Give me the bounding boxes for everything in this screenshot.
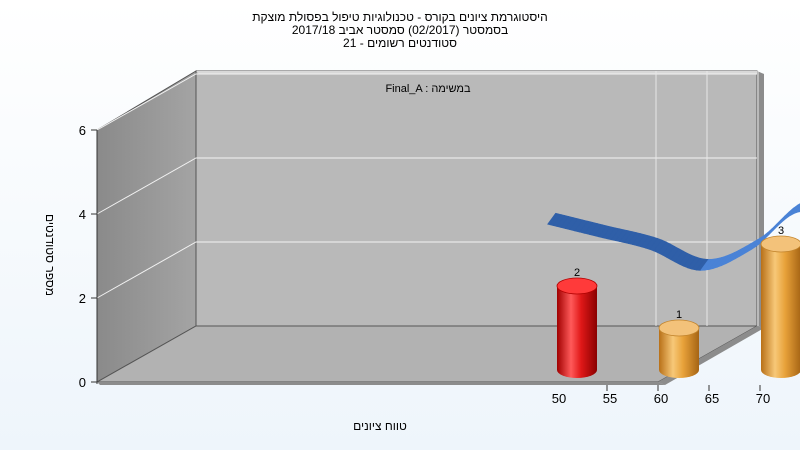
bar-body: [761, 244, 800, 378]
x-axis-label: טווח ציונים: [353, 419, 407, 433]
bars-layer: 21314411: [556, 225, 800, 378]
chart-title-line-2: בסמסטר (02/2017) סמסטר אביב 2017/18: [291, 23, 509, 37]
bar-top: [556, 277, 598, 295]
axes-layer: 024650556065707580859095: [79, 123, 770, 406]
y-tick-label: 0: [79, 375, 86, 390]
y-gridline: [96, 73, 757, 131]
distribution-segment: [789, 203, 800, 217]
y-tick-label: 6: [79, 123, 86, 138]
y-tick-label: 2: [79, 291, 86, 306]
x-tick-label: 60: [654, 391, 668, 406]
x-tick-label: 55: [603, 391, 617, 406]
back-wall: [195, 70, 758, 327]
bar-value-label: 1: [676, 309, 682, 321]
floor: [95, 325, 759, 383]
y-gridline: [96, 241, 757, 299]
x-tick-label: 50: [552, 391, 566, 406]
distribution-curve: [547, 203, 800, 271]
bar-top: [658, 319, 700, 337]
bar-top: [760, 235, 800, 253]
chart-title-line-1: היסטוגרמת ציונים בקורס - טכנולוגיות טיפו…: [252, 10, 548, 24]
bar: 3: [760, 225, 800, 378]
chart-title-line-3: סטודנטים רשומים - 21: [343, 36, 457, 50]
y-gridline: [96, 157, 757, 215]
y-tick-label: 4: [79, 207, 86, 222]
bar: 1: [658, 309, 700, 378]
bar: 2: [556, 267, 598, 378]
grid-lines: [96, 71, 759, 326]
back-wall-top-edge: [196, 71, 764, 74]
bar-value-label: 3: [778, 225, 784, 237]
bar-body: [557, 286, 597, 378]
x-tick-label: 65: [705, 391, 719, 406]
floor-front-edge: [97, 382, 665, 385]
bar-value-label: 2: [574, 267, 580, 279]
y-axis-label: מספר סטודנטים: [43, 214, 57, 296]
task-annotation: Final_A : במשימה: [385, 83, 471, 95]
chart-titles: היסטוגרמת ציונים בקורס - טכנולוגיות טיפו…: [0, 11, 800, 50]
bar-body: [659, 328, 699, 378]
x-tick-label: 70: [756, 391, 770, 406]
